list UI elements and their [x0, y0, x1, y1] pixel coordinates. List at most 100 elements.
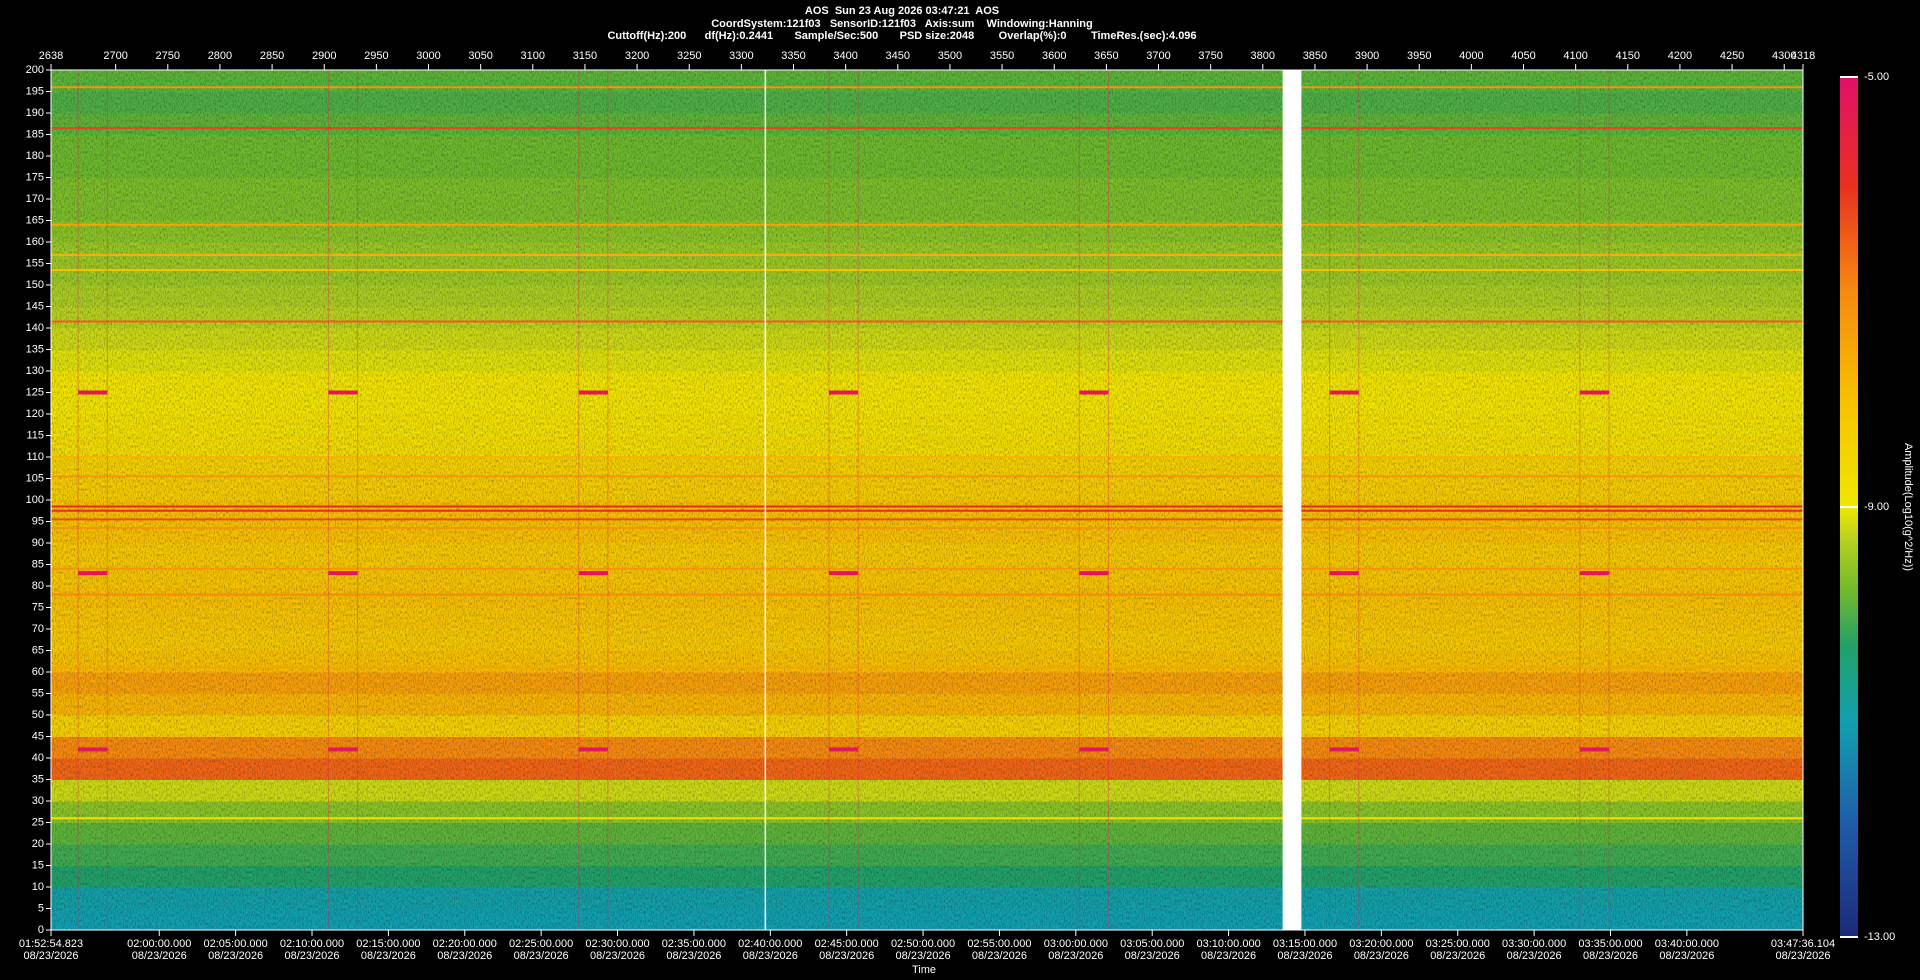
y-tick-label: 115: [26, 429, 44, 441]
x-tick-label: 3350: [781, 50, 805, 62]
y-tick-label: 85: [32, 558, 44, 570]
y-tick-label: 110: [26, 451, 44, 463]
event-window: [1579, 70, 1610, 930]
date-tick-label: 08/23/2026: [1048, 950, 1103, 962]
y-tick-label: 145: [26, 300, 44, 312]
x-tick-label: 3900: [1355, 50, 1379, 62]
x-tick-label: 3800: [1251, 50, 1275, 62]
event-line: [78, 747, 108, 752]
date-tick-label: 08/23/2026: [590, 950, 645, 962]
colorbar-tick-label: -5.00: [1864, 71, 1889, 83]
x-tick-label: 3950: [1407, 50, 1431, 62]
event-window: [77, 70, 108, 930]
y-tick-label: 20: [32, 838, 44, 850]
event-line: [1579, 390, 1610, 395]
y-tick-label: 185: [26, 128, 44, 140]
y-tick-label: 155: [26, 257, 44, 269]
x-tick-label: 3300: [729, 50, 753, 62]
event-line: [78, 390, 108, 395]
colorbar-label: Amplitude(Log10(g^2/Hz)): [1902, 443, 1914, 571]
y-tick-label: 165: [26, 214, 44, 226]
axes: 2638 2700 2750 2800 2850 2900 2950 3000 3050 3100…: [19, 50, 1895, 962]
date-tick-label: 08/23/2026: [361, 950, 416, 962]
event-line: [1579, 571, 1610, 576]
y-tick-label: 135: [26, 343, 44, 355]
event-window: [1329, 70, 1360, 930]
y-tick-label: 0: [38, 924, 44, 936]
date-tick-label: 08/23/2026: [1430, 950, 1485, 962]
subtitle: CoordSystem:121f03 SensorID:121f03 Axis:…: [711, 18, 1093, 30]
time-tick-label: 03:00:00.000: [1044, 938, 1108, 950]
y-tick-label: 150: [26, 279, 44, 291]
x-tick-label: 4000: [1459, 50, 1483, 62]
event-line: [828, 747, 859, 752]
time-tick-label: 02:30:00.000: [585, 938, 649, 950]
time-tick-label: 03:20:00.000: [1349, 938, 1413, 950]
x-tick-label: 4200: [1668, 50, 1692, 62]
date-tick-label: 08/23/2026: [132, 950, 187, 962]
event-line: [1329, 747, 1359, 752]
subtitle: Cuttoff(Hz):200 df(Hz):0.2441 Sample/Sec…: [607, 30, 1196, 42]
y-tick-label: 40: [32, 752, 44, 764]
time-tick-label: 03:10:00.000: [1196, 938, 1260, 950]
event-line: [578, 571, 608, 576]
x-tick-label: 3650: [1094, 50, 1118, 62]
y-tick-label: 55: [32, 687, 44, 699]
event-window: [327, 70, 359, 930]
y-tick-label: 105: [26, 472, 44, 484]
event-window: [1078, 70, 1109, 930]
x-tick-label: 2638: [39, 50, 63, 62]
title: AOS Sun 23 Aug 2026 03:47:21 AOS: [805, 5, 999, 17]
x-axis-label: Time: [912, 964, 936, 976]
y-tick-label: 160: [26, 236, 44, 248]
y-tick-label: 80: [32, 580, 44, 592]
event-line: [328, 747, 358, 752]
y-tick-label: 200: [26, 64, 44, 76]
y-tick-label: 60: [32, 666, 44, 678]
plot-area: [51, 70, 1803, 930]
y-tick-label: 190: [26, 107, 44, 119]
event-line: [578, 747, 608, 752]
date-tick-label: 08/23/2026: [284, 950, 339, 962]
x-tick-label: 3050: [468, 50, 492, 62]
date-tick-label: 08/23/2026: [1201, 950, 1256, 962]
event-line: [828, 571, 859, 576]
date-tick-label: 08/23/2026: [666, 950, 721, 962]
time-tick-label: 03:15:00.000: [1273, 938, 1337, 950]
x-tick-label: 4300: [1772, 50, 1796, 62]
x-tick-label: 3450: [886, 50, 910, 62]
y-tick-label: 170: [26, 193, 44, 205]
date-tick-label: 08/23/2026: [1277, 950, 1332, 962]
date-tick-label: 08/23/2026: [1354, 950, 1409, 962]
y-tick-label: 180: [26, 150, 44, 162]
y-tick-label: 65: [32, 644, 44, 656]
time-tick-label: 03:35:00.000: [1578, 938, 1642, 950]
colorbar-tick-label: -13.00: [1864, 931, 1895, 943]
x-tick-label: 3100: [521, 50, 545, 62]
time-tick-label: 02:35:00.000: [662, 938, 726, 950]
x-tick-label: 3750: [1198, 50, 1222, 62]
y-tick-label: 75: [32, 601, 44, 613]
x-tick-label: 3600: [1042, 50, 1066, 62]
x-tick-label: 2700: [103, 50, 127, 62]
time-tick-label: 02:40:00.000: [738, 938, 802, 950]
date-tick-label: 08/23/2026: [1507, 950, 1562, 962]
x-tick-label: 2900: [312, 50, 336, 62]
y-tick-label: 175: [26, 171, 44, 183]
y-tick-label: 125: [26, 386, 44, 398]
x-tick-label: 3150: [573, 50, 597, 62]
date-tick-label: 08/23/2026: [819, 950, 874, 962]
date-tick-label: 08/23/2026: [1659, 950, 1714, 962]
y-tick-label: 95: [32, 515, 44, 527]
date-tick-label: 08/23/2026: [1583, 950, 1638, 962]
x-tick-label: 4318: [1791, 50, 1815, 62]
y-tick-label: 120: [26, 408, 44, 420]
date-tick-label: 08/23/2026: [437, 950, 492, 962]
x-tick-label: 3000: [416, 50, 440, 62]
y-tick-label: 70: [32, 623, 44, 635]
y-tick-label: 25: [32, 816, 44, 828]
x-tick-label: 2800: [208, 50, 232, 62]
y-tick-label: 45: [32, 730, 44, 742]
event-line: [78, 571, 108, 576]
